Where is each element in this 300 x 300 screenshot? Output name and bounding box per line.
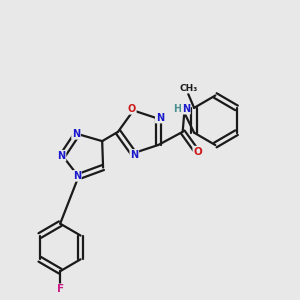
Text: N: N (72, 129, 80, 139)
Text: N: N (130, 150, 138, 160)
Text: H: H (173, 104, 181, 114)
Text: F: F (57, 284, 64, 294)
Text: O: O (128, 104, 136, 114)
Text: N: N (156, 112, 164, 123)
Text: N: N (73, 171, 81, 181)
Text: O: O (193, 147, 202, 157)
Text: N: N (182, 104, 190, 114)
Text: CH₃: CH₃ (179, 84, 197, 93)
Text: N: N (57, 151, 66, 161)
